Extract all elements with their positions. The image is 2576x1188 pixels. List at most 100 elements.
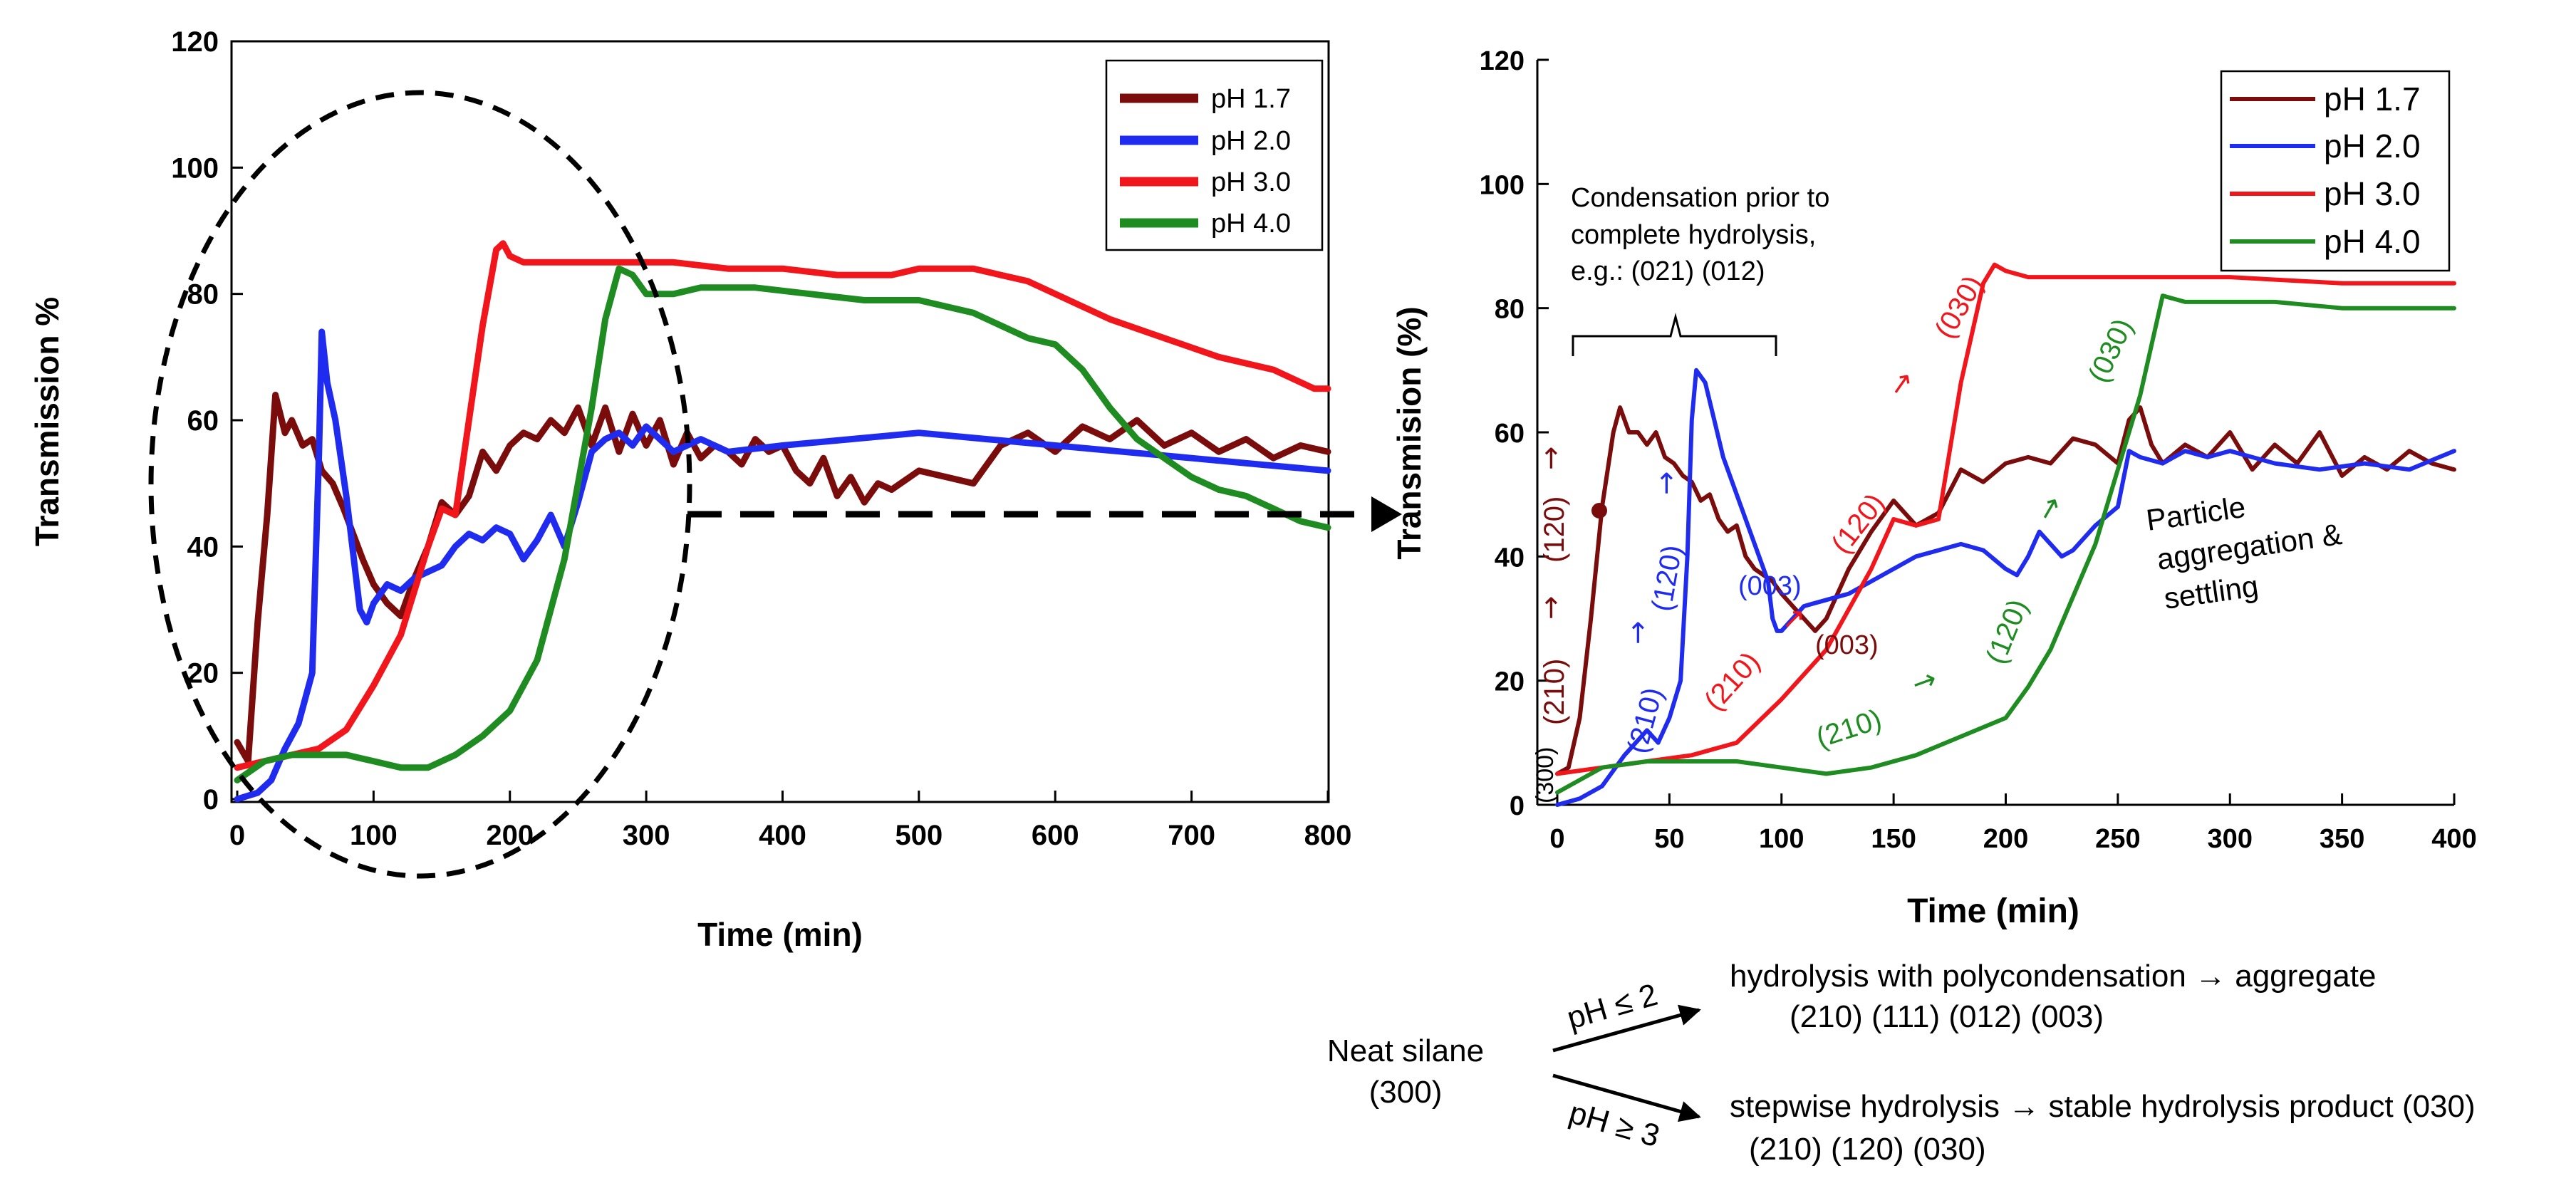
label-ph40-210: (210) — [1812, 704, 1885, 754]
right-x-ticks: 0 50 100 150 200 250 300 350 400 — [1549, 793, 2477, 854]
scheme-lower-line1: stepwise hydrolysis → stable hydrolysis … — [1730, 1089, 2476, 1124]
annotation-condensation-line1: Condensation prior to — [1571, 183, 1829, 213]
label-ph20-120: (120) — [1646, 543, 1689, 614]
left-chart: 0 20 40 60 80 100 120 0 100 200 300 400 500 600 700 80… — [28, 26, 1351, 953]
left-x-tick-label: 300 — [623, 820, 670, 851]
scheme-upper-line2: (210) (111) (012) (003) — [1790, 999, 2104, 1034]
right-y-tick-label: 40 — [1495, 543, 1525, 573]
right-series-ph17-line — [1555, 405, 2456, 776]
right-x-tick-label: 250 — [2095, 824, 2140, 854]
right-y-tick-label: 20 — [1495, 667, 1525, 697]
right-series-ph20-line — [1555, 368, 2456, 807]
connector-arrowhead — [1371, 496, 1402, 532]
ph20-arrow-1: → — [1621, 620, 1654, 645]
label-ph40-120: (120) — [1980, 595, 2035, 668]
left-series-ph40-line — [234, 265, 1331, 783]
left-legend-label-ph20: pH 2.0 — [1211, 126, 1291, 156]
left-x-tick-label: 200 — [486, 820, 534, 851]
left-y-tick-label: 60 — [187, 405, 219, 437]
label-300: (300) — [1532, 747, 1559, 803]
label-ph20-003: (003) — [1738, 571, 1802, 601]
annotation-condensation-line3: e.g.: (021) (012) — [1571, 256, 1765, 286]
scheme-start-line1: Neat silane — [1327, 1033, 1484, 1068]
left-x-tick-label: 600 — [1032, 820, 1079, 851]
ph20-arrow-2: → — [1650, 471, 1683, 495]
right-x-tick-label: 350 — [2320, 824, 2364, 854]
right-legend-label-ph17: pH 1.7 — [2324, 80, 2421, 118]
left-legend-label-ph17: pH 1.7 — [1211, 84, 1291, 114]
scheme-upper-arrow — [1552, 1004, 1701, 1053]
left-x-tick-label: 100 — [350, 820, 398, 851]
left-y-tick-label: 100 — [171, 152, 219, 184]
left-series-lines — [234, 240, 1331, 803]
right-y-tick-label: 0 — [1510, 791, 1525, 821]
scheme-upper-line1: hydrolysis with polycondensation → aggre… — [1730, 959, 2376, 994]
right-series-lines — [1555, 262, 2456, 807]
left-y-tick-label: 80 — [187, 279, 219, 311]
right-legend-box — [2220, 70, 2451, 272]
left-y-tick-label: 20 — [187, 658, 219, 689]
left-x-axis-label: Time (min) — [697, 916, 863, 953]
left-y-tick-label: 120 — [171, 26, 219, 58]
highlight-ellipse — [148, 90, 692, 879]
right-y-axis-label: Transmision (%) — [1391, 306, 1428, 559]
right-y-tick-label: 120 — [1480, 46, 1525, 76]
label-ph17-210: (210) — [1539, 659, 1570, 725]
left-y-ticks: 0 20 40 60 80 100 120 — [171, 26, 243, 816]
right-legend: pH 1.7 pH 2.0 pH 3.0 pH 4.0 — [2220, 70, 2451, 272]
annotation-brace — [1572, 313, 1777, 356]
left-x-tick-label: 800 — [1304, 820, 1352, 851]
left-series-ph30-line — [234, 240, 1331, 771]
left-plot-frame — [230, 40, 1330, 803]
right-x-tick-label: 200 — [1983, 824, 2028, 854]
left-y-tick-label: 40 — [187, 531, 219, 563]
annotation-condensation-line2: complete hydrolysis, — [1571, 220, 1816, 250]
right-series-ph30-line — [1555, 262, 2456, 776]
left-x-ticks: 0 100 200 300 400 500 600 700 800 — [229, 791, 1352, 851]
right-series-ph40-line — [1555, 293, 2456, 795]
annotation-settling: settling — [2162, 569, 2260, 615]
scheme-lower-arrow — [1552, 1073, 1701, 1122]
ph17-marker-dot — [1591, 503, 1607, 519]
reaction-scheme: Neat silane (300) pH ≤ 2 pH ≥ 3 hydrolys… — [1327, 959, 2476, 1167]
right-y-ticks: 0 20 40 60 80 100 120 — [1480, 46, 1549, 821]
annotation-particle: Particle — [2144, 490, 2248, 537]
ph40-arrow-2: → — [2030, 490, 2070, 527]
left-series-ph17-line — [234, 392, 1331, 765]
right-x-tick-label: 50 — [1654, 824, 1684, 854]
label-ph20-210: (210) — [1621, 684, 1669, 757]
left-x-tick-label: 700 — [1168, 820, 1215, 851]
right-chart: 0 20 40 60 80 100 120 0 50 100 150 200 250 300 350 400… — [1391, 46, 2477, 930]
right-x-tick-label: 100 — [1759, 824, 1804, 854]
label-ph17-120: (120) — [1539, 496, 1570, 563]
right-y-tick-label: 60 — [1495, 419, 1525, 449]
right-y-tick-label: 100 — [1480, 170, 1525, 200]
right-legend-label-ph40: pH 4.0 — [2324, 223, 2421, 260]
ph17-arrow-2: → — [1534, 446, 1567, 470]
left-legend-label-ph30: pH 3.0 — [1211, 167, 1291, 197]
label-ph30-030: (030) — [1929, 271, 1990, 344]
right-legend-label-ph30: pH 3.0 — [2324, 175, 2421, 212]
ph17-arrow-1: → — [1534, 595, 1567, 620]
ph30-arrow-2: → — [1881, 365, 1922, 403]
left-x-tick-label: 0 — [229, 820, 245, 851]
right-x-tick-label: 300 — [2208, 824, 2253, 854]
label-ph40-030: (030) — [2082, 314, 2139, 387]
left-series-ph20-line — [234, 328, 1331, 803]
label-ph17-003: (003) — [1815, 630, 1879, 660]
left-x-tick-label: 400 — [759, 820, 806, 851]
scheme-start-line2: (300) — [1369, 1075, 1443, 1110]
left-y-axis-label: Transmission % — [28, 297, 66, 546]
left-y-tick-label: 0 — [203, 784, 219, 816]
left-legend: pH 1.7 pH 2.0 pH 3.0 pH 4.0 — [1105, 59, 1324, 251]
right-y-tick-label: 80 — [1495, 295, 1525, 325]
right-x-tick-label: 0 — [1549, 824, 1564, 854]
right-x-axis-label: Time (min) — [1907, 892, 2079, 930]
ph40-arrow-1: → — [1908, 662, 1941, 702]
left-x-tick-label: 500 — [895, 820, 943, 851]
right-x-tick-label: 150 — [1871, 824, 1916, 854]
scheme-upper-condition: pH ≤ 2 — [1563, 977, 1661, 1036]
left-legend-label-ph40: pH 4.0 — [1211, 209, 1291, 239]
right-x-tick-label: 400 — [2431, 824, 2476, 854]
